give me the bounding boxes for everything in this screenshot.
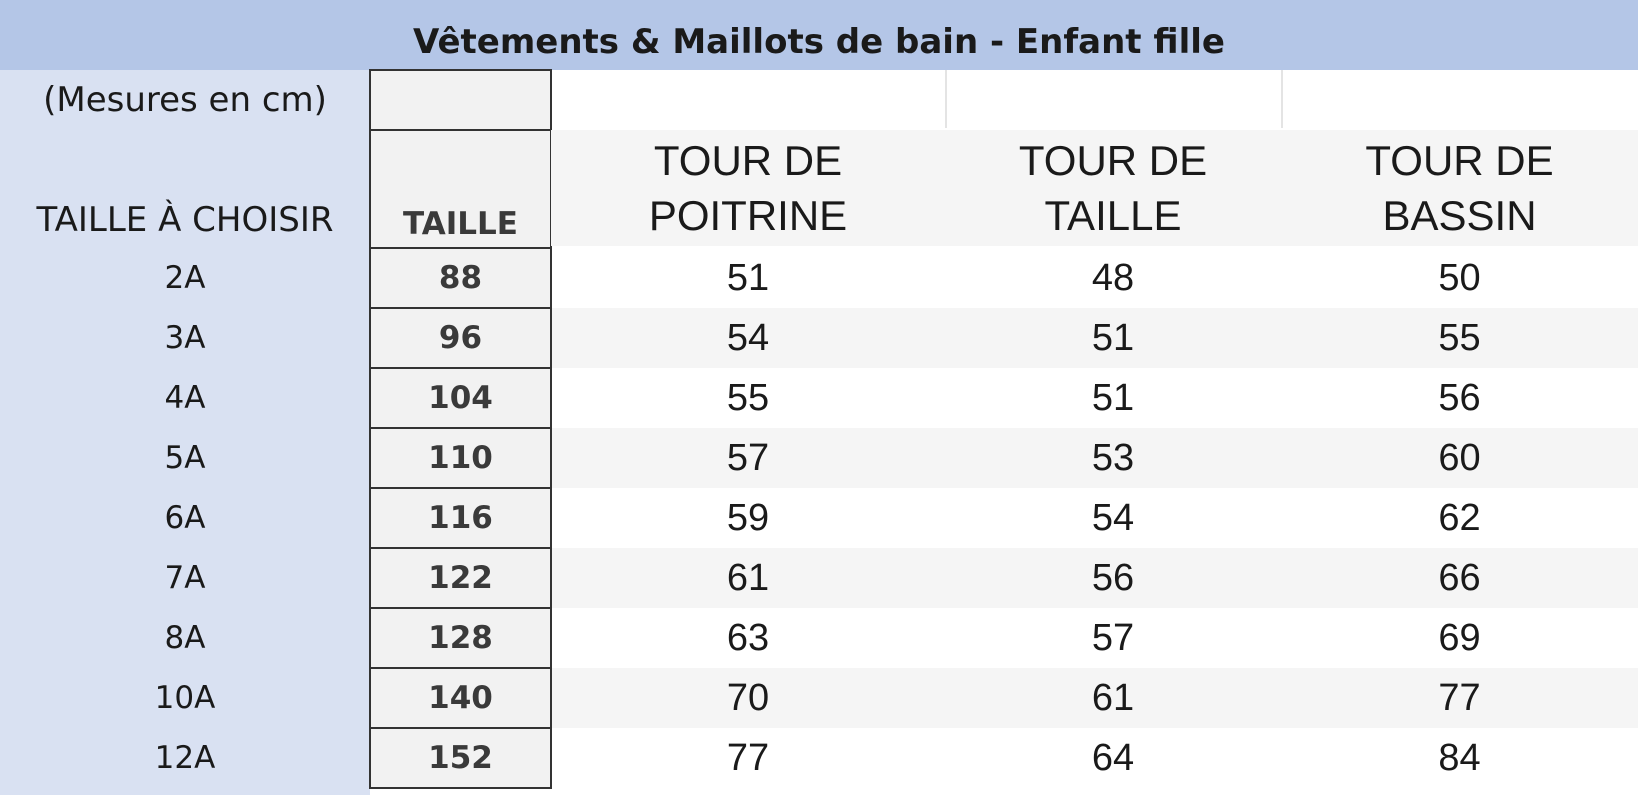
column-divider <box>945 70 947 128</box>
waist-cell: 64 <box>1091 736 1135 779</box>
size-choice-cell: 6A <box>164 500 206 536</box>
waist-header: TOUR DE TAILLE <box>945 130 1281 246</box>
waist-cell: 56 <box>1091 556 1135 599</box>
hips-cell: 69 <box>1438 616 1481 659</box>
hips-cell: 77 <box>1438 676 1481 719</box>
chest-header: TOUR DE POITRINE <box>551 130 945 246</box>
units-label: (Mesures en cm) <box>43 80 327 120</box>
row-band <box>551 668 1638 728</box>
chest-cell: 61 <box>726 556 770 599</box>
chest-cell: 59 <box>726 496 770 539</box>
waist-cell: 57 <box>1091 616 1135 659</box>
waist-header-line1: TOUR DE <box>1018 137 1208 184</box>
height-cell: 96 <box>369 307 552 369</box>
height-cell: 110 <box>369 427 552 489</box>
size-choice-header: TAILLE À CHOISIR <box>36 200 334 240</box>
row-band <box>551 308 1638 368</box>
chest-cell: 63 <box>726 616 770 659</box>
hips-cell: 66 <box>1438 556 1481 599</box>
height-cell: 116 <box>369 487 552 549</box>
waist-cell: 51 <box>1091 316 1135 359</box>
chest-cell: 77 <box>726 736 770 779</box>
size-choice-cell: 4A <box>164 380 206 416</box>
hips-cell: 84 <box>1438 736 1481 779</box>
hips-header: TOUR DE BASSIN <box>1281 130 1638 246</box>
hips-cell: 56 <box>1438 376 1481 419</box>
chest-header-line1: TOUR DE <box>653 137 843 184</box>
waist-cell: 53 <box>1091 436 1135 479</box>
hips-cell: 62 <box>1438 496 1481 539</box>
row-band <box>551 428 1638 488</box>
size-choice-cell: 8A <box>164 620 206 656</box>
hips-header-line2: BASSIN <box>1382 192 1537 239</box>
height-cell: 122 <box>369 547 552 609</box>
chest-cell: 70 <box>726 676 770 719</box>
chest-header-line2: POITRINE <box>648 192 848 239</box>
waist-header-line2: TAILLE <box>1044 192 1182 239</box>
height-cell: 140 <box>369 667 552 729</box>
height-cell: 88 <box>369 247 552 309</box>
height-header: TAILLE <box>369 129 552 250</box>
height-cell: 152 <box>369 727 552 789</box>
column-divider <box>1281 70 1283 128</box>
hips-header-line1: TOUR DE <box>1365 137 1554 184</box>
hips-cell: 50 <box>1438 256 1481 299</box>
chart-title: Vêtements & Maillots de bain - Enfant fi… <box>0 0 1638 70</box>
hips-cell: 55 <box>1438 316 1481 359</box>
waist-cell: 61 <box>1091 676 1135 719</box>
height-cell: 128 <box>369 607 552 669</box>
chest-cell: 57 <box>726 436 770 479</box>
empty-header-cell <box>369 69 552 131</box>
size-choice-cell: 3A <box>164 320 206 356</box>
chest-cell: 54 <box>726 316 770 359</box>
hips-cell: 60 <box>1438 436 1481 479</box>
waist-cell: 51 <box>1091 376 1135 419</box>
chest-cell: 51 <box>726 256 770 299</box>
chest-cell: 55 <box>726 376 770 419</box>
size-choice-cell: 7A <box>164 560 206 596</box>
waist-cell: 54 <box>1091 496 1135 539</box>
waist-cell: 48 <box>1091 256 1135 299</box>
size-choice-cell: 5A <box>164 440 206 476</box>
size-choice-cell: 12A <box>154 740 216 776</box>
size-choice-cell: 10A <box>154 680 216 716</box>
height-cell: 104 <box>369 367 552 429</box>
size-choice-column <box>0 70 370 795</box>
size-choice-cell: 2A <box>164 260 206 296</box>
row-band <box>551 548 1638 608</box>
